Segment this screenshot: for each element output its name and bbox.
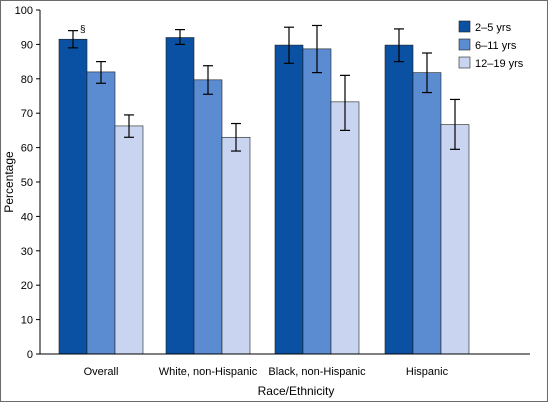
legend-item-1: 6–11 yrs <box>458 38 517 52</box>
bar-0-2 <box>114 125 144 355</box>
x-tick-label-0: Overall <box>84 366 119 378</box>
y-tick-label-3: 30 <box>21 246 33 258</box>
error-bar-1-2 <box>231 122 241 152</box>
legend-label-1: 6–11 yrs <box>475 40 517 52</box>
x-tick-label-1: White, non-Hispanic <box>159 366 258 378</box>
bar-0-0 <box>58 38 88 355</box>
y-tick-label-0: 0 <box>27 349 33 361</box>
bar-1-0 <box>165 37 195 355</box>
error-bar-3-0 <box>394 28 404 63</box>
legend-swatch-2 <box>458 56 471 69</box>
bar-1-2 <box>221 136 251 355</box>
y-tick-label-10: 100 <box>15 5 33 17</box>
annotation-0: § <box>80 25 86 36</box>
axes-layer: Overall White, non-Hispanic Black, non-His… <box>15 5 530 378</box>
legend-label-0: 2–5 yrs <box>475 22 512 34</box>
y-tick-label-1: 10 <box>21 315 33 327</box>
y-tick-label-4: 40 <box>21 211 33 223</box>
error-bars-layer <box>68 24 460 152</box>
legend-swatch-1 <box>458 38 471 51</box>
bar-2-2 <box>330 101 360 355</box>
error-bar-1-1 <box>203 65 213 95</box>
legend-swatch-0 <box>458 20 471 33</box>
y-tick-label-5: 50 <box>21 177 33 189</box>
bar-3-2 <box>440 124 470 355</box>
bar-3-1 <box>412 72 442 355</box>
legend-item-2: 12–19 yrs <box>458 56 524 70</box>
bar-3-0 <box>384 44 414 355</box>
error-bar-3-2 <box>450 98 460 150</box>
error-bar-3-1 <box>422 52 432 94</box>
bar-2-1 <box>302 48 332 355</box>
bar-2-0 <box>274 44 304 355</box>
x-tick-label-2: Black, non-Hispanic <box>268 366 366 378</box>
x-axis-title: Race/Ethnicity <box>258 384 335 398</box>
error-bar-0-1 <box>96 60 106 84</box>
error-bar-0-0 <box>68 30 78 49</box>
error-bar-0-2 <box>124 114 134 138</box>
legend-item-0: 2–5 yrs <box>458 20 512 34</box>
y-tick-label-9: 90 <box>21 39 33 51</box>
error-bar-2-0 <box>284 26 294 64</box>
annotations-layer: § <box>80 25 86 36</box>
legend: 2–5 yrs 6–11 yrs 12–19 yrs <box>458 20 524 70</box>
y-tick-label-2: 20 <box>21 280 33 292</box>
bars-layer <box>58 37 470 355</box>
bar-1-1 <box>193 79 223 355</box>
y-axis-title: Percentage <box>2 151 16 213</box>
legend-label-2: 12–19 yrs <box>475 58 524 70</box>
y-tick-label-6: 60 <box>21 143 33 155</box>
bar-0-1 <box>86 71 116 355</box>
error-bar-2-2 <box>340 74 350 131</box>
error-bar-1-0 <box>175 29 185 46</box>
x-tick-label-3: Hispanic <box>406 366 449 378</box>
y-tick-label-8: 80 <box>21 74 33 86</box>
y-tick-label-7: 70 <box>21 108 33 120</box>
error-bar-2-1 <box>312 24 322 74</box>
